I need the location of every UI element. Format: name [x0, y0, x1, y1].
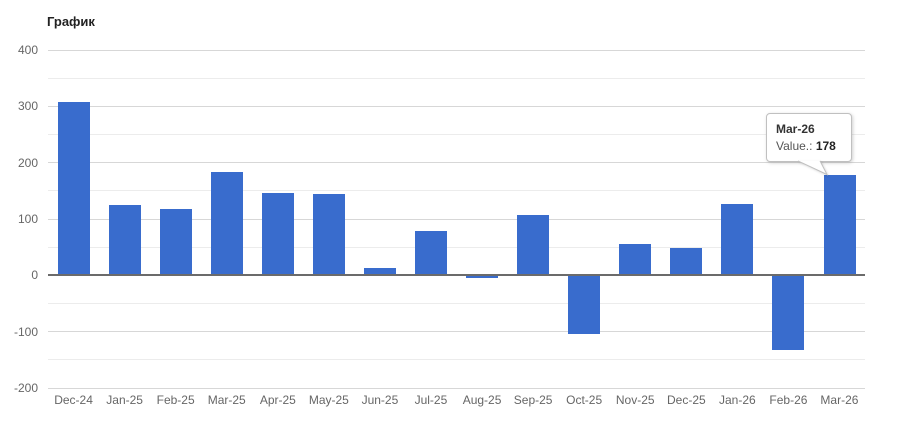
- x-tick-label: May-25: [308, 393, 349, 407]
- bar-sep-25[interactable]: [517, 215, 550, 276]
- x-tick-label: Sep-25: [513, 393, 553, 407]
- bar-oct-25[interactable]: [568, 275, 601, 334]
- y-tick-label: 0: [31, 268, 38, 283]
- y-tick-label: 200: [17, 155, 38, 170]
- y-gridline: [48, 331, 865, 333]
- x-tick-label: Jan-25: [106, 393, 143, 407]
- x-tick-label: Nov-25: [615, 393, 655, 407]
- x-tick-label: Aug-25: [462, 393, 502, 407]
- y-tick-label: -200: [13, 381, 38, 395]
- tooltip-value-label: Value.:: [776, 138, 813, 153]
- x-tick-label: Dec-25: [667, 393, 706, 407]
- tooltip-value: 178: [815, 138, 836, 153]
- y-gridline: [48, 218, 865, 220]
- bar-jan-26[interactable]: [721, 204, 754, 276]
- y-minor-gridline: [48, 77, 865, 79]
- bar-jan-25[interactable]: [108, 204, 141, 276]
- x-tick-label: Dec-24: [54, 393, 93, 407]
- y-tick-label: 300: [17, 99, 38, 114]
- bar-may-25[interactable]: [312, 194, 345, 276]
- y-tick-label: 100: [17, 212, 38, 226]
- bar-dec-24[interactable]: [57, 101, 90, 276]
- y-tick-label: 400: [17, 43, 38, 57]
- x-axis-zero-line: [48, 274, 865, 277]
- y-tick-label: -100: [13, 324, 38, 339]
- x-tick-label: Jun-25: [361, 393, 399, 407]
- x-tick-label: Feb-26: [769, 393, 808, 407]
- bar-aug-25[interactable]: [466, 275, 498, 278]
- x-tick-label: Apr-25: [259, 393, 296, 407]
- tooltip-value-line: Value.: 178: [776, 138, 842, 155]
- bar-dec-25[interactable]: [670, 248, 703, 276]
- bar-apr-25[interactable]: [261, 192, 294, 276]
- bar-nov-25[interactable]: [619, 243, 652, 276]
- y-minor-gridline: [48, 359, 865, 361]
- y-gridline: [48, 387, 865, 389]
- y-minor-gridline: [48, 190, 865, 192]
- y-minor-gridline: [48, 303, 865, 304]
- y-minor-gridline: [48, 246, 865, 248]
- x-tick-label: Mar-25: [207, 393, 246, 407]
- y-gridline: [48, 162, 865, 164]
- tooltip: Mar-26 Value.: 178: [766, 113, 852, 163]
- bar-mar-25[interactable]: [210, 171, 243, 276]
- y-gridline: [48, 105, 865, 107]
- bar-mar-26[interactable]: [823, 175, 856, 276]
- x-tick-label: Mar-26: [820, 393, 859, 407]
- x-tick-label: Jan-26: [718, 393, 756, 407]
- y-minor-gridline: [48, 134, 865, 135]
- chart-title: График: [47, 14, 95, 29]
- x-tick-label: Feb-25: [156, 393, 195, 407]
- x-tick-label: Jul-25: [414, 393, 448, 407]
- x-tick-label: Oct-25: [566, 393, 603, 407]
- y-gridline: [48, 49, 865, 51]
- bar-jun-25[interactable]: [363, 268, 396, 276]
- bar-feb-26[interactable]: [772, 275, 805, 350]
- bar-feb-25[interactable]: [159, 209, 192, 276]
- bar-jul-25[interactable]: [415, 231, 447, 276]
- tooltip-category: Mar-26: [776, 122, 815, 136]
